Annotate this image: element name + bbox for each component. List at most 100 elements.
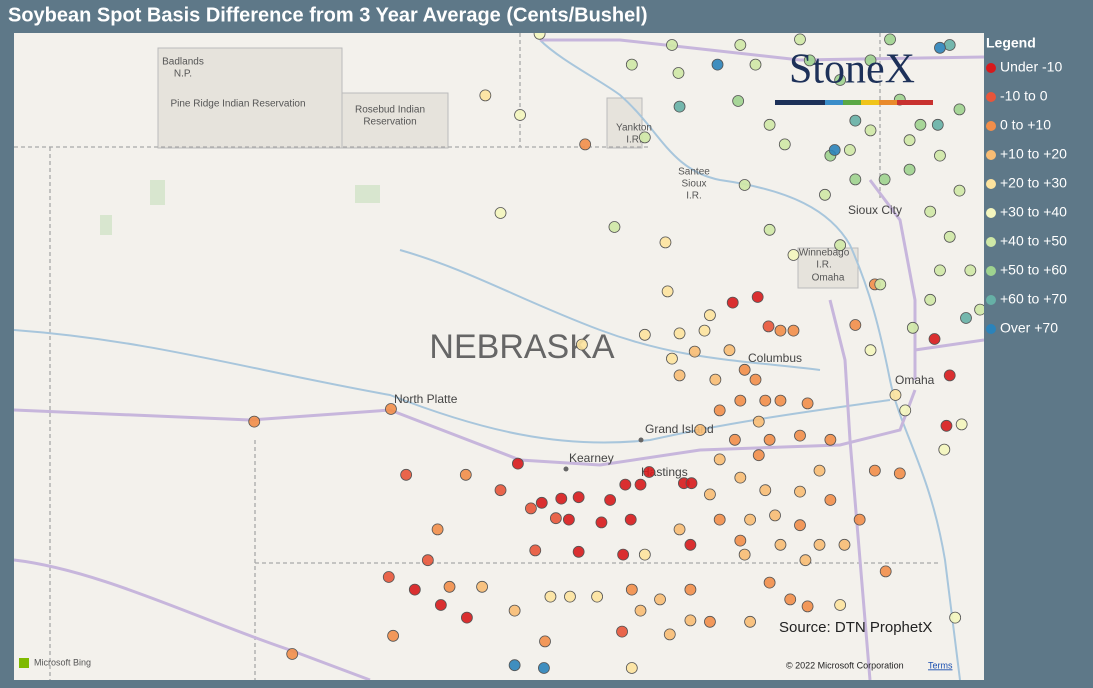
basis-dot [943,230,956,243]
basis-dot [625,58,638,71]
legend-swatch [986,179,996,189]
basis-dot [974,303,984,316]
basis-dot [661,285,674,298]
basis-dot [734,534,747,547]
basis-dot [934,149,946,162]
title: Soybean Spot Basis Difference from 3 Yea… [8,4,647,26]
basis-dot [864,124,877,137]
legend-label: +30 to +40 [1000,204,1067,220]
basis-dot [666,39,678,51]
source: Source: DTN ProphetX [779,619,932,636]
basis-dot [819,188,831,201]
logo: StoneX [775,47,933,105]
basis-dot [698,324,711,337]
basis-dot [549,512,562,525]
basis-dot [643,466,656,478]
basis-dot [434,599,447,611]
basis-dot [763,433,776,446]
basis-dot [538,662,550,674]
basis-dot [844,144,856,156]
basis-dot [734,471,747,484]
basis-dot [906,321,919,334]
basis-dot [704,615,716,628]
reservation-area [157,47,343,149]
basis-dot [713,453,726,466]
terms-link[interactable]: Terms [928,660,953,670]
city-label: North Platte [394,392,458,406]
legend-label: +60 to +70 [1000,291,1067,307]
basis-dot [824,494,837,506]
basis-dot [608,221,621,233]
bing-logo [19,658,29,668]
basis-dot [555,492,568,505]
basis-dot [286,648,299,660]
basis-dot [834,239,847,252]
basis-dot [874,278,887,291]
basis-dot [864,54,877,67]
legend-label: Over +70 [1000,320,1058,336]
bing-label: Microsoft Bing [34,657,91,667]
basis-dot [713,404,726,417]
basis-dot [794,33,806,46]
basis-dot [964,264,977,277]
legend-label: +10 to +20 [1000,146,1067,162]
basis-dot [784,593,797,606]
city-label: Columbus [748,351,802,365]
reservation-area [341,92,449,149]
basis-dot [514,109,526,121]
basis-dot [903,163,916,176]
basis-dot [400,468,413,481]
legend-label: Under -10 [1000,59,1062,75]
basis-dot [723,344,736,357]
basis-dot [711,58,724,71]
state-borders [14,33,940,680]
basis-dot [617,548,630,561]
reservation-area [606,97,643,149]
basis-dot [421,554,434,567]
basis-dot [763,223,776,236]
basis-dot [759,394,772,407]
basis-dot [752,449,765,462]
basis-dot [738,548,751,561]
basis-dot [624,513,637,526]
basis-dot [408,583,421,596]
basis-dot [619,478,632,491]
basis-dot [879,565,892,578]
highways [14,38,984,680]
basis-dot [928,333,941,345]
city-marker [638,437,644,443]
basis-dot [673,369,686,382]
basis-dot [853,513,866,526]
copyright: © 2022 Microsoft Corporation [786,660,904,670]
basis-dot [953,103,966,116]
logo-text: StoneX [789,47,915,93]
basis-dot [431,523,444,536]
basis-dot [387,629,400,642]
basis-dot [763,118,776,131]
basis-dot [591,590,603,603]
basis-dot [799,554,812,567]
basis-dot [801,600,814,613]
basis-dot [878,173,891,186]
basis-dot [562,513,575,526]
map: Badlands N.P. Pine Ridge Indian Reservat… [14,33,984,680]
basis-dot [943,39,956,51]
basis-dot [385,403,397,415]
basis-dot [744,615,756,628]
legend-swatch [986,237,996,247]
reservation-label: Santee [678,167,710,178]
basis-dot [460,611,473,624]
park-label: N.P. [174,69,192,80]
basis-dot [864,344,877,357]
basis-dot [684,583,697,596]
basis-dot [533,33,546,40]
reservation-label: Sioux [681,179,706,190]
basis-dot [494,207,507,219]
basis-dot [684,538,697,551]
basis-dot [535,496,548,509]
basis-dot [769,509,781,522]
basis-dot [903,134,916,147]
basis-dot [803,54,816,67]
reservation-label: Yankton [616,123,652,134]
